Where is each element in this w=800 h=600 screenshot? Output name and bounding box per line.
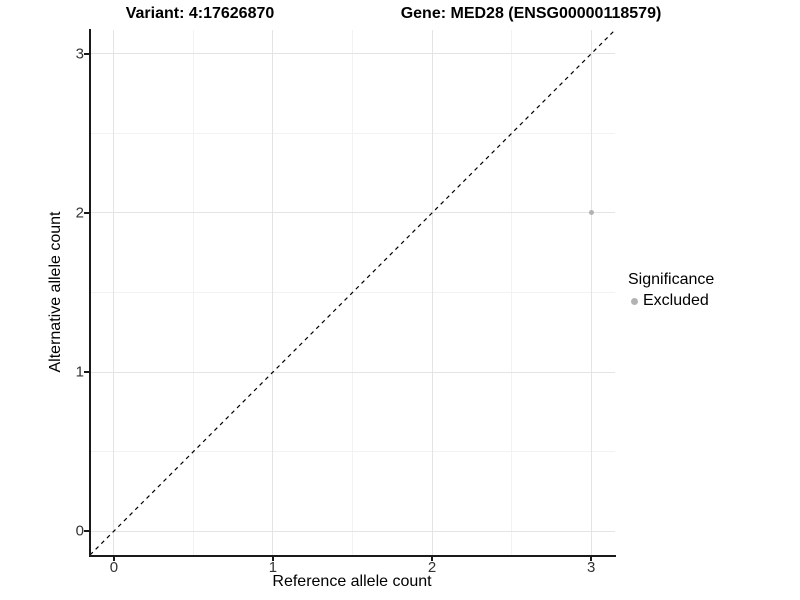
gridline-x-major xyxy=(113,30,115,555)
x-tick-mark xyxy=(272,556,274,561)
grid-layer xyxy=(90,30,615,555)
y-axis-title: Alternative allele count xyxy=(47,211,64,373)
points-layer xyxy=(90,30,615,555)
gridline-x-major xyxy=(272,30,274,555)
x-tick-mark xyxy=(590,556,592,561)
x-axis-line xyxy=(89,555,616,557)
gene-title: Gene: MED28 (ENSG00000118579) xyxy=(400,5,662,22)
x-tick-label: 2 xyxy=(427,559,437,576)
y-tick-mark xyxy=(84,371,89,373)
gridline-y-major xyxy=(90,530,615,532)
legend-entries: Excluded xyxy=(628,292,714,310)
y-tick-label: 3 xyxy=(75,45,84,63)
gridline-y-major xyxy=(90,212,615,214)
gridline-y-major xyxy=(90,53,615,55)
y-axis-line xyxy=(89,29,91,556)
x-tick-label: 1 xyxy=(268,559,278,576)
y-tick-label: 1 xyxy=(75,363,84,381)
gridline-x-major xyxy=(431,30,433,555)
gridline-y-minor xyxy=(90,132,615,134)
legend: Significance Excluded xyxy=(628,271,714,310)
gridline-x-major xyxy=(590,30,592,555)
variant-title: Variant: 4:17626870 xyxy=(125,5,275,22)
y-tick-label: 0 xyxy=(75,522,84,540)
gridline-y-minor xyxy=(90,451,615,453)
y-tick-mark xyxy=(84,212,89,214)
y-tick-mark xyxy=(84,53,89,55)
x-tick-label: 3 xyxy=(586,559,596,576)
legend-entry: Excluded xyxy=(628,292,714,310)
data-point-excluded xyxy=(588,210,594,216)
legend-entry-label: Excluded xyxy=(643,292,709,309)
x-tick-mark xyxy=(113,556,115,561)
y-tick-mark xyxy=(84,530,89,532)
x-axis-title: Reference allele count xyxy=(272,573,432,590)
x-tick-mark xyxy=(431,556,433,561)
identity-line-layer xyxy=(89,29,616,556)
plot-panel xyxy=(89,29,616,556)
legend-key-dot xyxy=(631,297,638,305)
y-tick-label: 2 xyxy=(75,204,84,222)
x-tick-label: 0 xyxy=(109,559,119,576)
identity-dashed-line xyxy=(89,29,616,556)
gridline-y-major xyxy=(90,371,615,373)
legend-title: Significance xyxy=(628,271,715,288)
